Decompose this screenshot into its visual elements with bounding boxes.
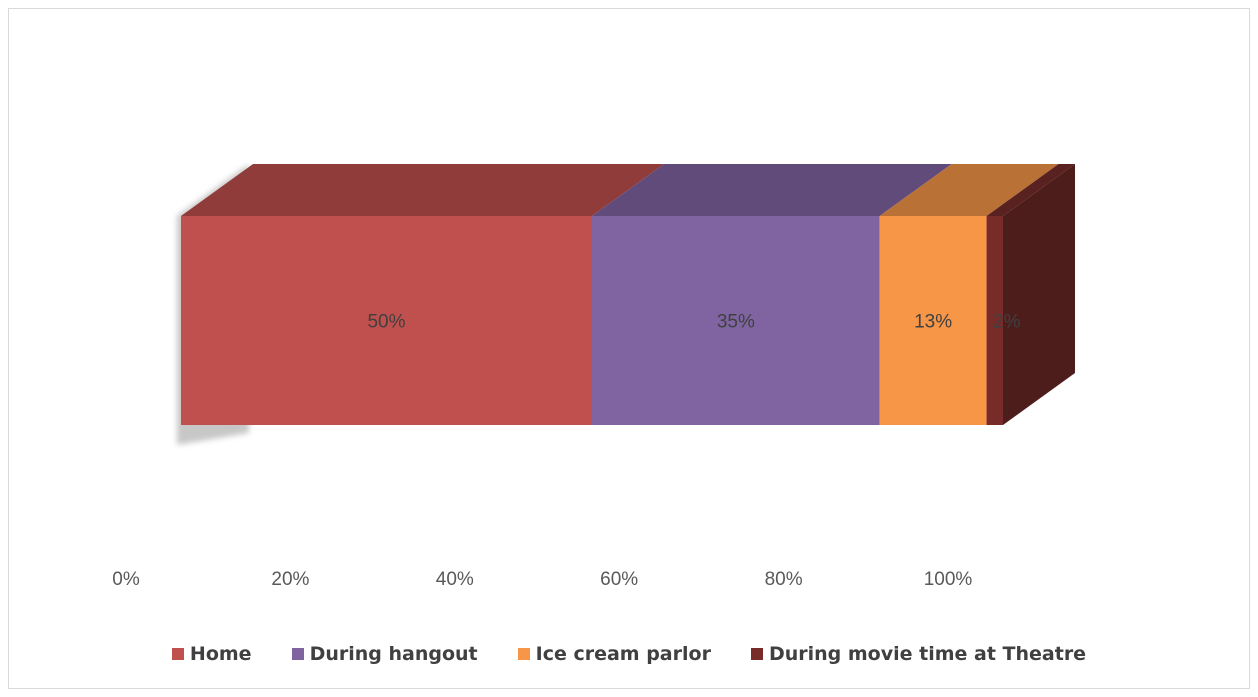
data-label-during-movie-time-at-theatre: 2% — [993, 312, 1021, 333]
tick-layer: 0% 20% 40% 60% 80% 100% — [112, 569, 972, 590]
x-tick-label: 0% — [112, 569, 140, 590]
legend-item-ice-cream-parlor: Ice cream parlor — [517, 643, 711, 665]
label-layer: 50% 35% 13% 2% — [367, 312, 1020, 333]
bar-during-movie-time-at-theatre — [986, 216, 1003, 425]
bar-layer — [181, 164, 1075, 425]
legend: Home During hangout Ice cream parlor During… — [0, 643, 1258, 665]
bar-top-home — [181, 164, 664, 216]
bar-top-during-hangout — [592, 164, 952, 216]
x-tick-label: 80% — [765, 569, 803, 590]
bar-top-during-movie-time-at-theatre — [986, 164, 1075, 216]
legend-item-home: Home — [171, 643, 252, 665]
legend-label: Home — [189, 643, 252, 665]
bar-ice-cream-parlor — [879, 216, 987, 425]
data-label-home: 50% — [367, 312, 405, 333]
bar-top-ice-cream-parlor — [879, 164, 1059, 216]
data-label-ice-cream-parlor: 13% — [914, 312, 952, 333]
legend-swatch — [517, 648, 530, 660]
x-tick-label: 20% — [271, 569, 309, 590]
bar-during-hangout — [592, 216, 880, 425]
legend-label: During movie time at Theatre — [768, 643, 1087, 665]
x-tick-label: 60% — [600, 569, 638, 590]
legend-swatch — [750, 648, 763, 660]
x-tick-label: 40% — [436, 569, 474, 590]
legend-item-during-hangout: During hangout — [291, 643, 478, 665]
legend-label: Ice cream parlor — [535, 643, 711, 665]
legend-swatch — [171, 648, 184, 660]
legend-label: During hangout — [309, 643, 478, 665]
bar-side-face — [1003, 164, 1075, 425]
legend-swatch — [291, 648, 304, 660]
data-label-during-hangout: 35% — [717, 312, 755, 333]
legend-item-during-movie-time-at-theatre: During movie time at Theatre — [750, 643, 1087, 665]
x-tick-label: 100% — [924, 569, 973, 590]
bar-home — [181, 216, 592, 425]
